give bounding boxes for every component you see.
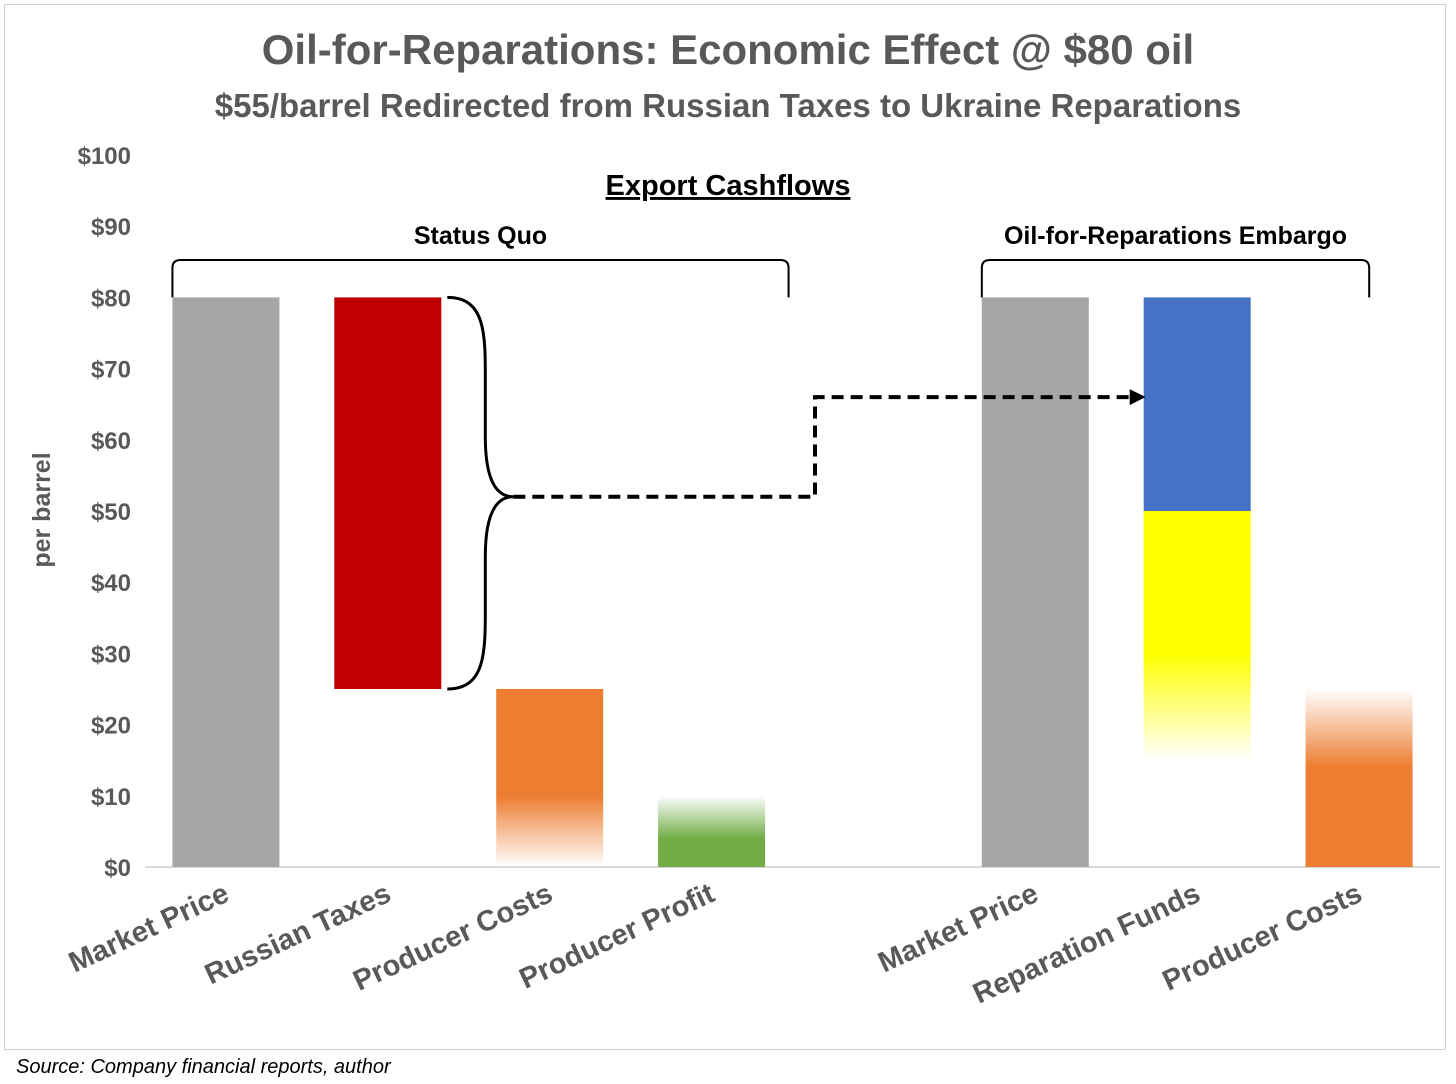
bar-market-price xyxy=(172,297,280,867)
y-tick-label: $0 xyxy=(104,855,131,882)
chart-frame xyxy=(4,4,1446,1050)
group-bracket xyxy=(171,259,790,298)
section-title: Export Cashflows xyxy=(606,170,851,202)
group-bracket xyxy=(980,259,1371,298)
y-tick-label: $40 xyxy=(91,570,131,597)
y-tick-label: $50 xyxy=(91,499,131,526)
y-tick-label: $80 xyxy=(91,285,131,312)
curly-brace xyxy=(447,295,514,691)
source-note: Source: Company financial reports, autho… xyxy=(16,1056,391,1078)
y-tick-label: $70 xyxy=(91,357,131,384)
bar-russian-taxes xyxy=(334,297,442,689)
y-tick-label: $60 xyxy=(91,428,131,455)
y-tick-label: $20 xyxy=(91,713,131,740)
bar-producer-costs xyxy=(496,689,604,867)
y-tick-label: $30 xyxy=(91,641,131,668)
y-tick-label: $100 xyxy=(78,143,131,170)
bar-reparation-funds xyxy=(1143,297,1251,511)
redirect-arrow xyxy=(513,395,1132,499)
bar-reparation-funds xyxy=(1143,511,1251,761)
y-tick-label: $10 xyxy=(91,784,131,811)
y-axis-label: per barrel xyxy=(28,452,56,567)
group-label: Oil-for-Reparations Embargo xyxy=(1004,222,1347,250)
chart-subtitle: $55/barrel Redirected from Russian Taxes… xyxy=(215,87,1241,124)
chart-title: Oil-for-Reparations: Economic Effect @ $… xyxy=(262,26,1194,73)
bar-producer-costs xyxy=(1305,689,1413,867)
bar-market-price xyxy=(981,297,1089,867)
arrow-head-icon xyxy=(1129,389,1146,406)
bar-producer-profit xyxy=(658,795,766,867)
group-label: Status Quo xyxy=(414,222,547,250)
y-tick-label: $90 xyxy=(91,214,131,241)
